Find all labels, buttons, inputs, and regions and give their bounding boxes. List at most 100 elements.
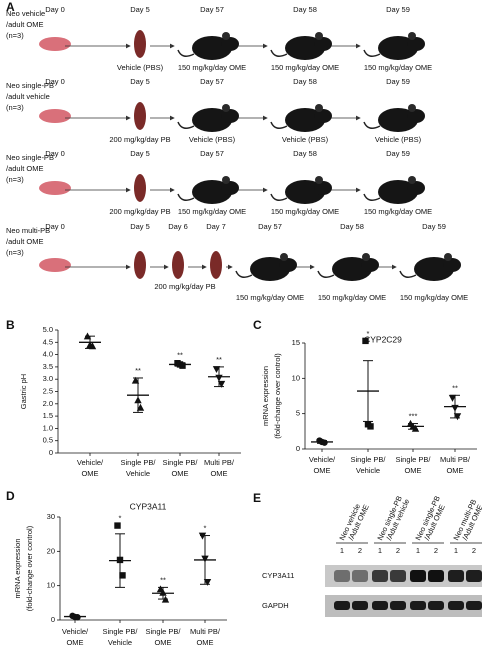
- mouse-ear: [315, 176, 323, 184]
- y-tick-label: 0.5: [43, 436, 53, 445]
- day-label: Day 7: [206, 222, 226, 231]
- x-tick-label: Multi PB/: [440, 455, 471, 464]
- group-label: /adult OME: [6, 20, 44, 29]
- day-label: Day 0: [45, 5, 65, 14]
- mouse-head: [221, 109, 239, 123]
- day-label: Day 0: [45, 222, 65, 231]
- blot-band: [410, 570, 426, 582]
- lane-number: 2: [358, 546, 362, 555]
- day-label: Day 5: [130, 5, 150, 14]
- blot-label: GAPDH: [262, 601, 289, 610]
- y-axis-label: (fold-change over control): [25, 525, 34, 611]
- data-point: [201, 555, 209, 563]
- day-label: Day 59: [386, 149, 410, 158]
- x-tick-label: OME: [66, 638, 83, 645]
- y-tick-label: 10: [47, 581, 55, 590]
- pup-icon: [134, 102, 146, 130]
- group-label: Neo single-PB: [6, 153, 54, 162]
- mouse-head: [407, 181, 425, 195]
- y-tick-label: 0: [296, 444, 300, 453]
- treatment-label: Vehicle (PBS): [282, 135, 329, 144]
- blot-band: [334, 601, 350, 610]
- day-label: Day 58: [293, 77, 317, 86]
- significance-label: **: [160, 575, 166, 584]
- group-label: (n=3): [6, 31, 24, 40]
- pup-icon: [39, 258, 71, 272]
- x-tick-label: OME: [81, 469, 98, 478]
- treatment-label: 200 mg/kg/day PB: [109, 135, 170, 144]
- y-tick-label: 1.0: [43, 423, 53, 432]
- mouse-tail: [235, 270, 253, 278]
- treatment-label: 150 mg/kg/day OME: [318, 293, 386, 302]
- data-point: [119, 572, 126, 579]
- mouse-head: [361, 258, 379, 272]
- pup-icon: [134, 30, 146, 58]
- significance-label: *: [367, 329, 370, 338]
- data-point: [114, 522, 121, 529]
- y-tick-label: 0: [51, 615, 55, 624]
- blot-label: CYP3A11: [262, 571, 294, 580]
- day-label: Day 57: [258, 222, 282, 231]
- significance-label: **: [452, 383, 458, 392]
- y-tick-label: 1.5: [43, 411, 53, 420]
- y-tick-label: 5.0: [43, 325, 53, 334]
- x-tick-label: Vehicle: [356, 466, 380, 475]
- mouse-ear: [408, 32, 416, 40]
- mouse-head: [221, 37, 239, 51]
- treatment-label: Vehicle (PBS): [189, 135, 236, 144]
- mouse-tail: [270, 121, 288, 129]
- panel-label: B: [6, 318, 15, 332]
- data-point: [411, 424, 420, 432]
- treatment-label: 150 mg/kg/day OME: [178, 207, 246, 216]
- group-label: (n=3): [6, 248, 24, 257]
- blot-band: [428, 570, 444, 582]
- treatment-label: Vehicle (PBS): [117, 63, 164, 72]
- mouse-tail: [270, 49, 288, 57]
- mouse-head: [407, 109, 425, 123]
- data-point: [83, 332, 92, 340]
- significance-label: **: [177, 351, 183, 360]
- mouse-head: [314, 181, 332, 195]
- data-point: [136, 403, 145, 411]
- blot-band: [352, 570, 368, 582]
- x-tick-label: Vehicle/: [309, 455, 336, 464]
- data-point: [451, 404, 459, 412]
- blot-band: [372, 570, 388, 582]
- data-point: [198, 532, 207, 540]
- blot-band: [390, 570, 406, 582]
- panel-label: A: [6, 0, 15, 14]
- pup-icon: [210, 251, 222, 279]
- x-tick-label: Single PB/: [120, 458, 156, 467]
- y-tick-label: 30: [47, 512, 55, 521]
- y-tick-label: 5: [296, 409, 300, 418]
- group-label: (n=3): [6, 175, 24, 184]
- blot-band: [352, 601, 368, 610]
- mouse-head: [407, 37, 425, 51]
- group-label: /adult OME: [6, 237, 44, 246]
- mouse-tail: [270, 193, 288, 201]
- panel-label: C: [253, 318, 262, 332]
- y-tick-label: 4.0: [43, 350, 53, 359]
- chart-title: CYP3A11: [130, 501, 167, 511]
- blot-band: [448, 601, 464, 610]
- x-tick-label: OME: [196, 638, 213, 645]
- x-tick-label: Single PB/: [145, 627, 181, 636]
- data-point: [161, 595, 170, 603]
- group-label: (n=3): [6, 103, 24, 112]
- mouse-ear: [315, 32, 323, 40]
- y-axis-label: (fold-change over control): [273, 353, 282, 439]
- data-point: [212, 366, 221, 374]
- treatment-label: 150 mg/kg/day OME: [364, 207, 432, 216]
- mouse-head: [279, 258, 297, 272]
- blot-band: [448, 570, 464, 582]
- day-label: Day 57: [200, 77, 224, 86]
- x-tick-label: OME: [313, 466, 330, 475]
- data-point: [453, 413, 462, 421]
- treatment-label: 200 mg/kg/day PB: [154, 282, 215, 291]
- mouse-tail: [177, 193, 195, 201]
- lane-number: 2: [434, 546, 438, 555]
- day-label: Day 57: [200, 149, 224, 158]
- mouse-tail: [317, 270, 335, 278]
- x-tick-label: OME: [404, 466, 421, 475]
